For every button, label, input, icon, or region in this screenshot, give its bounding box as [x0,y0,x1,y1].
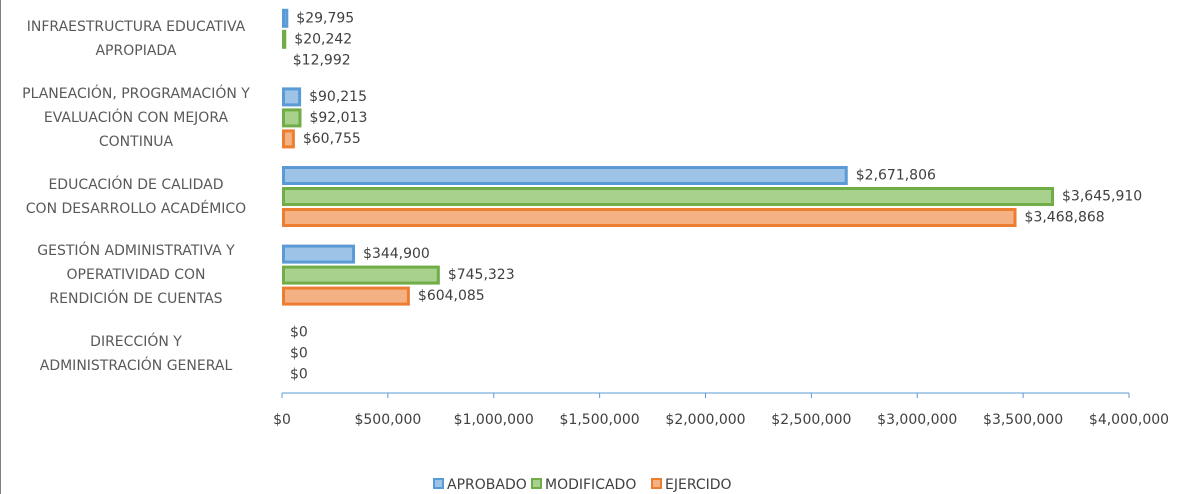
bar [282,265,440,285]
bar [282,286,410,306]
value-label: $0 [290,346,308,362]
category-label: DIRECCIÓN Y ADMINISTRACIÓN GENERAL [39,333,233,374]
value-label: $3,645,910 [1062,189,1142,205]
legend-label: APROBADO [447,477,527,493]
value-label: $0 [290,325,308,341]
value-label: $92,013 [309,110,367,126]
value-label: $2,671,806 [856,168,936,184]
x-tick-label: $3,500,000 [983,412,1063,428]
bar [282,29,287,49]
x-tick-label: $500,000 [354,412,421,428]
legend-label: MODIFICADO [545,477,636,493]
x-tick-label: $1,000,000 [454,412,534,428]
legend-label: EJERCIDO [665,477,732,493]
value-label: $3,468,868 [1025,210,1105,226]
value-label: $20,242 [294,31,352,47]
category-label: PLANEACIÓN, PROGRAMACIÓN Y EVALUACIÓN CO… [22,85,250,150]
value-label: $0 [290,367,308,383]
x-tick-label: $1,500,000 [560,412,640,428]
value-label: $60,755 [303,131,361,147]
bar [282,87,302,107]
legend-swatch [531,478,542,489]
bar [282,187,1055,206]
value-label: $12,992 [293,52,351,68]
legend-swatch [651,478,662,489]
x-tick-label: $0 [273,412,291,428]
category-label: EDUCACIÓN DE CALIDAD CON DESARROLLO ACAD… [25,176,247,217]
value-label: $604,085 [418,288,485,304]
bar [282,108,302,128]
x-tick-label: $3,000,000 [877,412,957,428]
bar [282,244,356,264]
x-tick-label: $2,500,000 [771,412,851,428]
value-label: $29,795 [296,10,354,26]
x-tick-label: $2,000,000 [665,412,745,428]
bar [282,8,289,28]
bar [282,129,295,149]
value-label: $90,215 [309,89,367,105]
legend-swatch [433,478,444,489]
x-tick-label: $4,000,000 [1089,412,1169,428]
category-label: INFRAESTRUCTURA EDUCATIVA APROPIADA [26,19,246,60]
bar [282,166,848,185]
value-label: $745,323 [448,267,515,283]
value-label: $344,900 [363,246,430,262]
bar [282,208,1017,227]
category-label: GESTIÓN ADMINISTRATIVA Y OPERATIVIDAD CO… [37,243,235,308]
